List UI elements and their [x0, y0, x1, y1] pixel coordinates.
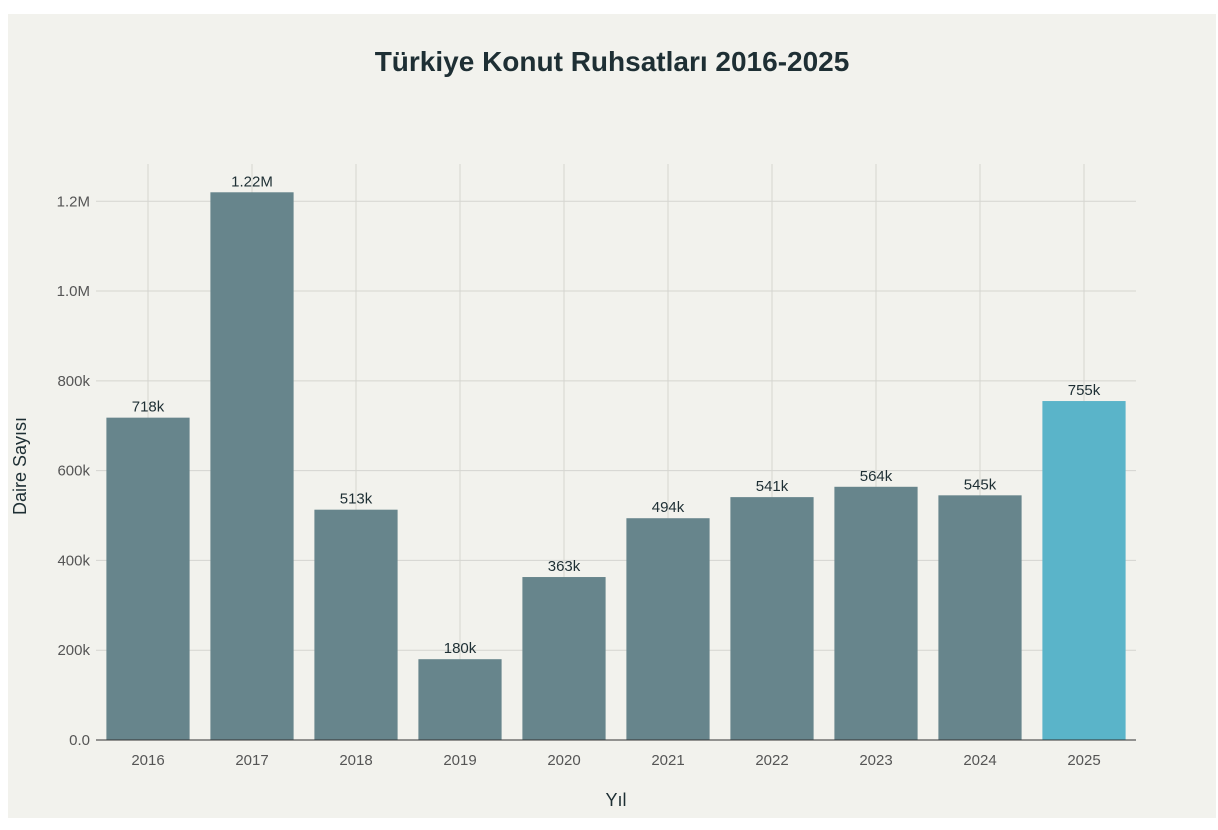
data-label-2023: 564k [860, 468, 893, 485]
x-tick-label: 2019 [443, 752, 476, 769]
data-label-2017: 1.22M [231, 173, 273, 190]
y-tick-label: 200k [57, 642, 90, 659]
x-tick-label: 2025 [1067, 752, 1100, 769]
y-tick-label: 1.0M [57, 283, 90, 300]
bar-2019 [418, 659, 502, 740]
x-tick-label: 2022 [755, 752, 788, 769]
x-tick-label: 2016 [131, 752, 164, 769]
data-label-2022: 541k [756, 478, 789, 495]
x-tick-label: 2023 [859, 752, 892, 769]
x-tick-label: 2018 [339, 752, 372, 769]
data-labels: 718k 1.22M 513k 180k 363k 494k 541k 564k 545k 755… [132, 173, 1101, 657]
bar-2018 [314, 509, 398, 740]
data-label-2016: 718k [132, 399, 165, 416]
bar-2025 [1042, 401, 1126, 740]
x-axis-title: Yıl [605, 790, 626, 810]
y-tick-label: 800k [57, 373, 90, 390]
bar-2021 [626, 518, 710, 740]
x-tick-label: 2024 [963, 752, 996, 769]
bar-2020 [522, 577, 606, 740]
y-tick-label: 600k [57, 463, 90, 480]
bar-2022 [730, 497, 814, 740]
data-label-2021: 494k [652, 499, 685, 516]
x-tick-label: 2020 [547, 752, 580, 769]
chart-container: Türkiye Konut Ruhsatları 2016-2025 718k 1… [8, 14, 1216, 818]
data-label-2020: 363k [548, 558, 581, 575]
data-label-2018: 513k [340, 491, 373, 508]
data-label-2024: 545k [964, 476, 997, 493]
bar-2023 [834, 486, 918, 740]
y-tick-label: 0.0 [69, 732, 90, 749]
x-tick-label: 2021 [651, 752, 684, 769]
x-tick-label: 2017 [235, 752, 268, 769]
chart-title: Türkiye Konut Ruhsatları 2016-2025 [374, 46, 850, 77]
data-label-2019: 180k [444, 640, 477, 657]
y-tick-label: 400k [57, 552, 90, 569]
bar-2016 [106, 417, 190, 740]
y-tick-label: 1.2M [57, 193, 90, 210]
tick-labels: 0.0 200k 400k 600k 800k 1.0M 1.2M 2016 2017 2018 2… [57, 193, 1101, 769]
y-axis-title: Daire Sayısı [10, 417, 30, 515]
data-label-2025: 755k [1068, 382, 1101, 399]
bar-chart: 718k 1.22M 513k 180k 363k 494k 541k 564k 545k 755… [10, 164, 1136, 810]
bars [106, 192, 1126, 741]
bar-2017 [210, 192, 294, 741]
bar-2024 [938, 495, 1022, 740]
